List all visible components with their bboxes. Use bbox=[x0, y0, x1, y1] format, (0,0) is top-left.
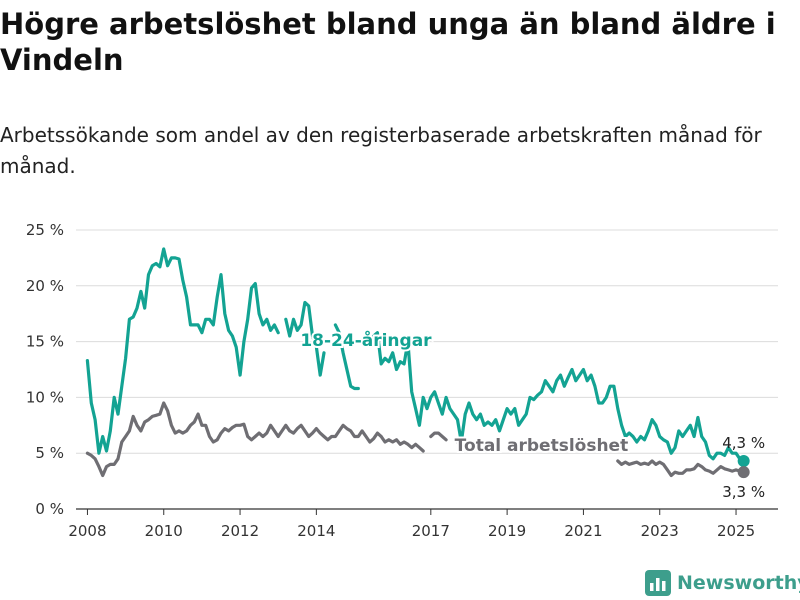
y-tick-label: 15 % bbox=[26, 333, 64, 351]
series-end-label: 3,3 % bbox=[722, 483, 765, 501]
grid-lines bbox=[76, 229, 778, 510]
y-tick-label: 10 % bbox=[26, 388, 64, 406]
chart-title: Högre arbetslöshet bland unga än bland ä… bbox=[0, 7, 776, 77]
x-tick-label: 2019 bbox=[488, 522, 526, 540]
x-axis-ticks: 2008 2010 2012 2014 2017 2019 2021 2023 2025 bbox=[68, 509, 755, 540]
x-tick-label: 2012 bbox=[221, 522, 259, 540]
x-tick-label: 2023 bbox=[641, 522, 679, 540]
series-line bbox=[85, 247, 746, 463]
series-end-point bbox=[737, 466, 750, 479]
x-tick-label: 2021 bbox=[564, 522, 602, 540]
y-tick-label: 0 % bbox=[35, 500, 64, 518]
brand-logo: Newsworthy bbox=[645, 570, 800, 596]
series-end-point bbox=[737, 455, 750, 468]
chart-subtitle: Arbetssökande som andel av den registerb… bbox=[0, 123, 762, 178]
bar-chart-icon bbox=[645, 570, 671, 596]
x-tick-label: 2014 bbox=[297, 522, 335, 540]
series-name-label: 18-24-åringar bbox=[300, 329, 432, 351]
series-end-label: 4,3 % bbox=[722, 434, 765, 452]
y-axis-ticks: 0 % 5 % 10 % 15 % 20 % 25 % bbox=[26, 221, 64, 518]
y-tick-label: 20 % bbox=[26, 277, 64, 295]
x-tick-label: 2008 bbox=[68, 522, 106, 540]
y-tick-label: 5 % bbox=[35, 444, 64, 462]
x-tick-label: 2010 bbox=[145, 522, 183, 540]
series-name-label: Total arbetslöshet bbox=[455, 436, 629, 456]
brand-name: Newsworthy bbox=[677, 572, 800, 594]
x-tick-label: 2017 bbox=[412, 522, 450, 540]
series-labels: 4,3 % 3,3 % 18-24-åringar Total arbetslöshe… bbox=[298, 327, 765, 501]
series-lines bbox=[85, 247, 746, 478]
y-tick-label: 25 % bbox=[26, 221, 64, 239]
series-line bbox=[85, 401, 746, 478]
x-tick-label: 2025 bbox=[717, 522, 755, 540]
